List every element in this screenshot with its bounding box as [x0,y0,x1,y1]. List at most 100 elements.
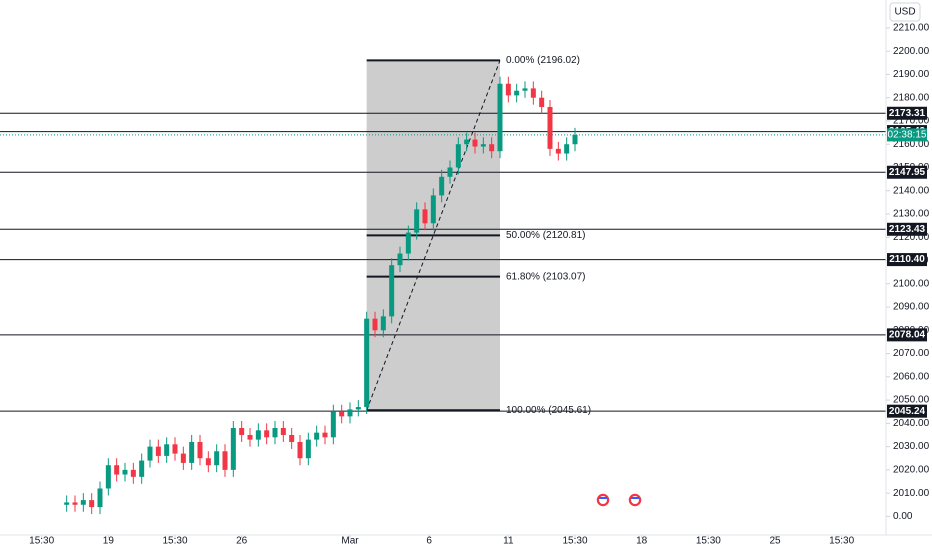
y-tick-label: 2010.00 [893,488,930,499]
candle-body [205,458,211,466]
y-tick-label: 2180.00 [893,92,930,103]
x-tick-label: Mar [341,536,359,547]
candle-body [255,430,261,440]
y-tick-label: 2190.00 [893,69,930,80]
candle-body [272,428,278,438]
candle-body [122,469,128,475]
candle-body [180,453,186,463]
candle-body [139,460,145,477]
candle-body [189,441,195,463]
x-tick-label: 15:30 [829,536,854,547]
y-tick-label: 2200.00 [893,46,930,57]
candle-body [439,176,445,196]
candle-body [447,167,453,177]
candle-body [197,441,203,459]
candle-body [472,139,478,147]
y-tick-label: 2100.00 [893,278,930,289]
x-tick-label: 15:30 [696,536,721,547]
currency-box[interactable] [889,2,921,22]
price-label-box [887,106,927,120]
candle-body [414,209,420,233]
candle-body [72,502,78,505]
x-tick-label: 18 [636,536,648,547]
x-tick-label: 19 [103,536,115,547]
candle-body [547,107,553,149]
candle-body [214,451,220,466]
candle-body [380,316,386,331]
candle-body [389,265,395,317]
fib-level-label: 50.00% (2120.81) [506,230,586,241]
event-icon[interactable] [595,492,611,508]
candle-body [172,444,178,454]
price-label: 2147.95 [889,167,926,178]
candle-body [530,88,536,98]
candle-body [230,428,236,470]
fib-level-label: 0.00% (2196.02) [506,55,580,66]
candle-body [247,434,253,440]
y-tick-label: 2120.00 [893,232,930,243]
candle-body [455,144,461,168]
price-label: 2173.31 [889,108,926,119]
fib-level-label: 100.00% (2045.61) [506,405,591,416]
candle-body [114,465,120,475]
y-tick-label: 2090.00 [893,302,930,313]
candle-body [89,500,95,508]
candle-body [322,432,328,438]
price-label: 2078.04 [889,330,926,341]
currency-label: USD [894,7,915,18]
candle-body [555,148,561,154]
price-label: 2045.24 [889,406,926,417]
y-tick-label: 2050.00 [893,395,930,406]
candle-body [489,144,495,152]
candle-body [330,411,336,438]
event-icon[interactable] [627,492,643,508]
y-tick-label: 2060.00 [893,371,930,382]
candle-body [339,411,345,417]
y-tick-label: 2130.00 [893,209,930,220]
candle-body [505,83,511,96]
candle-body [564,144,570,154]
candle-body [264,430,270,438]
x-tick-label: 15:30 [562,536,587,547]
y-tick-label: 0.00 [893,511,913,522]
y-tick-label: 2170.00 [893,116,930,127]
candle-body [397,253,403,266]
x-tick-label: 15:30 [162,536,187,547]
candle-body [130,469,136,477]
candle-body [464,139,470,145]
candle-body [539,97,545,107]
price-label-box [887,253,927,267]
candle-body [155,446,161,456]
candle-body [372,318,378,331]
candle-body [364,318,370,408]
x-tick-label: 15:30 [29,536,54,547]
candle-body [347,409,353,417]
fib-level-label: 61.80% (2103.07) [506,271,586,282]
candle-body [297,441,303,459]
candle-body [522,88,528,91]
x-tick-label: 6 [426,536,432,547]
candle-body [97,488,103,508]
candle-body [164,444,170,456]
candle-body [239,428,245,435]
price-label: 2110.40 [889,254,925,265]
plot-area: 0.00% (2196.02) 50.00% (2120.81) 61.80% (2… [0,55,886,515]
candle-body [497,83,503,152]
y-tick-label: 2030.00 [893,441,930,452]
candle-body [80,500,86,505]
candle-body [222,451,228,470]
candle-body [405,232,411,254]
price-label-box [887,404,927,418]
candle-body [422,209,428,224]
price-label: 2123.43 [889,224,926,235]
candle-body [314,432,320,440]
y-tick-label: 2070.00 [893,348,930,359]
y-tick-label: 2020.00 [893,465,930,476]
price-label-box [887,222,927,236]
x-tick-label: 11 [503,536,514,547]
candle-body [480,144,486,147]
price-label-box [887,165,927,179]
candle-body [64,502,70,505]
candle-body [305,439,311,459]
